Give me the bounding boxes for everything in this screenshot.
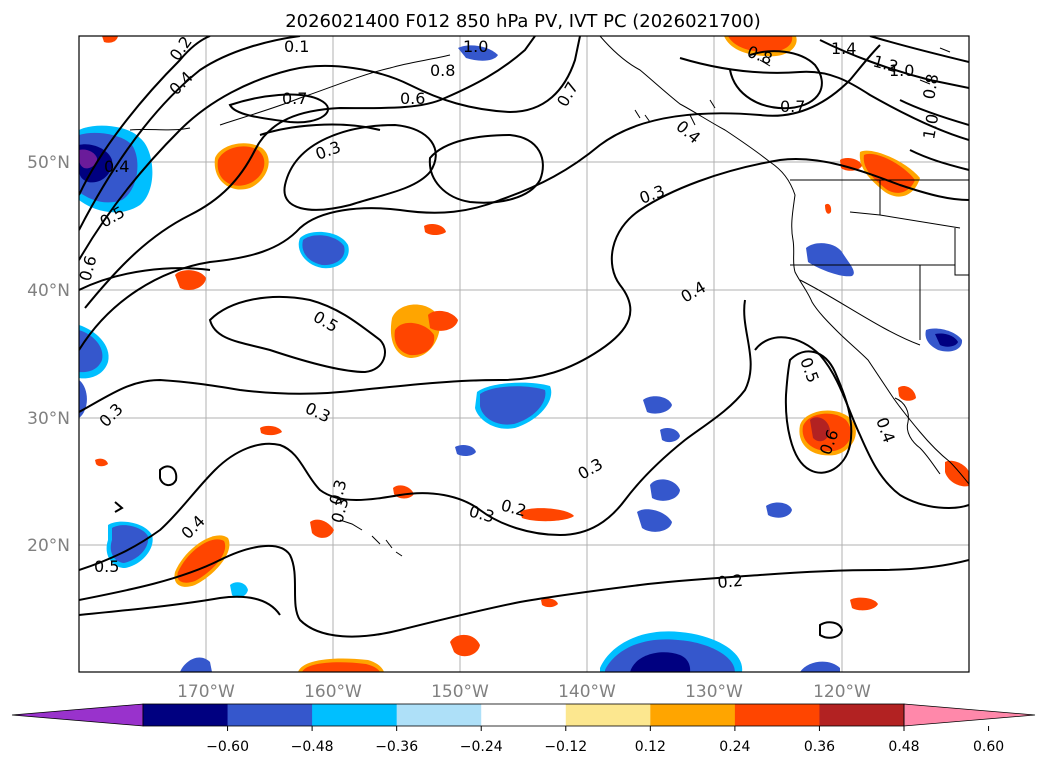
contour-label: 0.5: [94, 557, 119, 576]
contour-label: 0.1: [284, 37, 309, 56]
contour-label: 0.6: [400, 89, 425, 108]
lon-label: 150°W: [431, 682, 489, 702]
colorbar-segment: [227, 704, 313, 726]
colorbar-tick-label: −0.60: [206, 739, 249, 755]
contour-label: 0.4: [104, 157, 129, 176]
contour-label: 0.2: [717, 571, 744, 592]
contour-label: 0.7: [282, 89, 307, 108]
lon-label: 140°W: [558, 682, 616, 702]
lat-label: 20°N: [27, 536, 70, 556]
contour-label: 0.6: [76, 254, 101, 284]
lat-label: 30°N: [27, 409, 70, 429]
colorbar-segment: [650, 704, 736, 726]
latitude-labels: 50°N 40°N 30°N 20°N: [27, 153, 70, 556]
pv-contours: [79, 36, 969, 639]
colorbar-segment: [143, 704, 229, 726]
map-title: 2026021400 F012 850 hPa PV, IVT PC (2026…: [285, 11, 761, 32]
colorbar-tick-label: −0.48: [291, 739, 334, 755]
coastlines: [129, 36, 969, 557]
lon-label: 160°W: [304, 682, 362, 702]
colorbar: −0.60 −0.48 −0.36 −0.24 −0.12 0.12 0.24 0.36 0.4…: [11, 703, 1036, 755]
colorbar-segment: [819, 704, 905, 726]
lon-label: 170°W: [177, 682, 235, 702]
contour-label: 1.0: [463, 37, 488, 56]
colorbar-tick-label: −0.12: [544, 739, 587, 755]
colorbar-tick-label: −0.36: [375, 739, 418, 755]
colorbar-segment: [565, 704, 651, 726]
lat-label: 40°N: [27, 281, 70, 301]
contour-label: 1.4: [831, 39, 856, 58]
colorbar-tick-label: 0.48: [888, 739, 919, 755]
contour-label: 0.8: [919, 72, 942, 100]
colorbar-frame: [142, 703, 905, 727]
map-frame: [78, 35, 970, 673]
colorbar-tick-label: 0.12: [635, 739, 666, 755]
lat-label: 50°N: [27, 153, 70, 173]
colorbar-extend-high: [903, 703, 1036, 727]
lon-label: 130°W: [685, 682, 743, 702]
lon-label: 120°W: [813, 682, 871, 702]
colorbar-tick-label: 0.36: [804, 739, 835, 755]
colorbar-segment: [481, 704, 567, 726]
longitude-labels: 170°W 160°W 150°W 140°W 130°W 120°W: [177, 682, 871, 702]
colorbar-tick-label: −0.24: [460, 739, 503, 755]
colorbar-tick-label: 0.60: [973, 739, 1004, 755]
colorbar-segment: [396, 704, 482, 726]
map-panel: 0.2 0.1 1.0 0.8 0.7 0.6 0.4 0.3 0.5 0.4 …: [76, 35, 970, 673]
colorbar-tick-label: 0.24: [719, 739, 750, 755]
negative-ivt-shading: [79, 45, 963, 672]
colorbar-extend-low: [11, 703, 144, 727]
contour-label: 1.0: [889, 61, 914, 80]
contour-label: 0.7: [780, 97, 805, 116]
positive-ivt-shading: [95, 36, 969, 672]
colorbar-segment: [734, 704, 820, 726]
contour-label: 0.8: [430, 61, 455, 80]
colorbar-segment: [312, 704, 398, 726]
contour-label: 1.0: [919, 112, 942, 140]
